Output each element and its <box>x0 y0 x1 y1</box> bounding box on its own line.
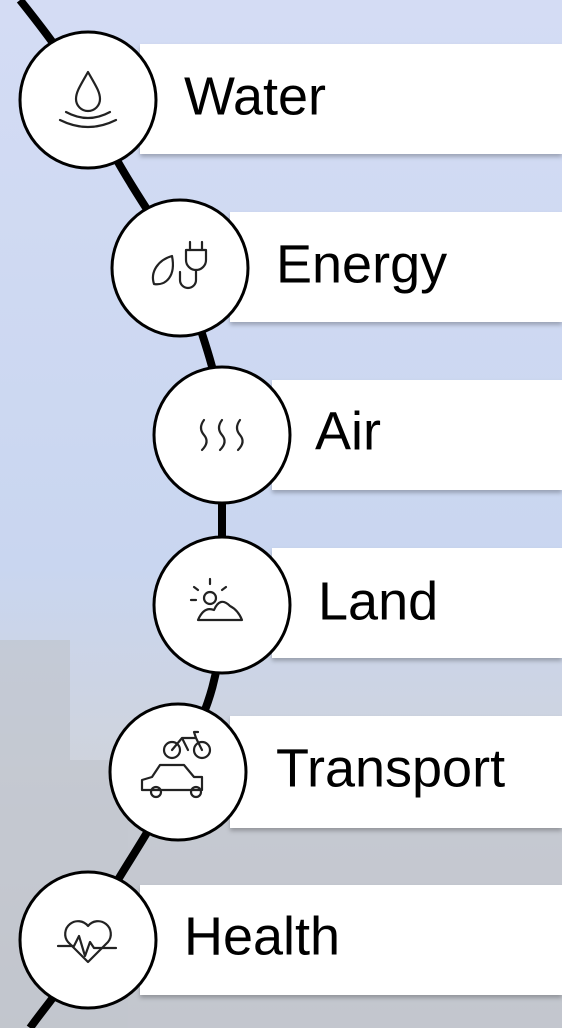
item-label: Energy <box>276 234 447 294</box>
icon-circle <box>152 535 292 675</box>
label-box <box>140 44 562 154</box>
icon-circle <box>18 30 158 170</box>
icon-circle <box>108 702 248 842</box>
label-box <box>272 380 562 490</box>
label-box <box>140 885 562 995</box>
transport-icon <box>140 730 212 799</box>
item-water: Water <box>18 30 562 170</box>
item-label: Health <box>184 906 340 966</box>
label-box <box>230 212 562 322</box>
item-label: Land <box>318 571 438 631</box>
label-box <box>272 548 562 658</box>
item-land: Land <box>152 535 562 675</box>
item-health: Health <box>18 870 562 1010</box>
land-icon <box>189 577 244 622</box>
water-icon <box>58 70 118 129</box>
health-icon <box>56 920 118 964</box>
item-transport: Transport <box>108 702 562 842</box>
item-label: Air <box>315 401 381 461</box>
label-box <box>230 716 562 828</box>
air-icon <box>199 418 244 452</box>
item-label: Transport <box>276 738 505 798</box>
item-label: Water <box>184 66 326 126</box>
item-air: Air <box>152 365 562 505</box>
icon-circle <box>18 870 158 1010</box>
energy-icon <box>151 240 208 290</box>
item-energy: Energy <box>110 198 562 338</box>
icon-circle <box>110 198 250 338</box>
